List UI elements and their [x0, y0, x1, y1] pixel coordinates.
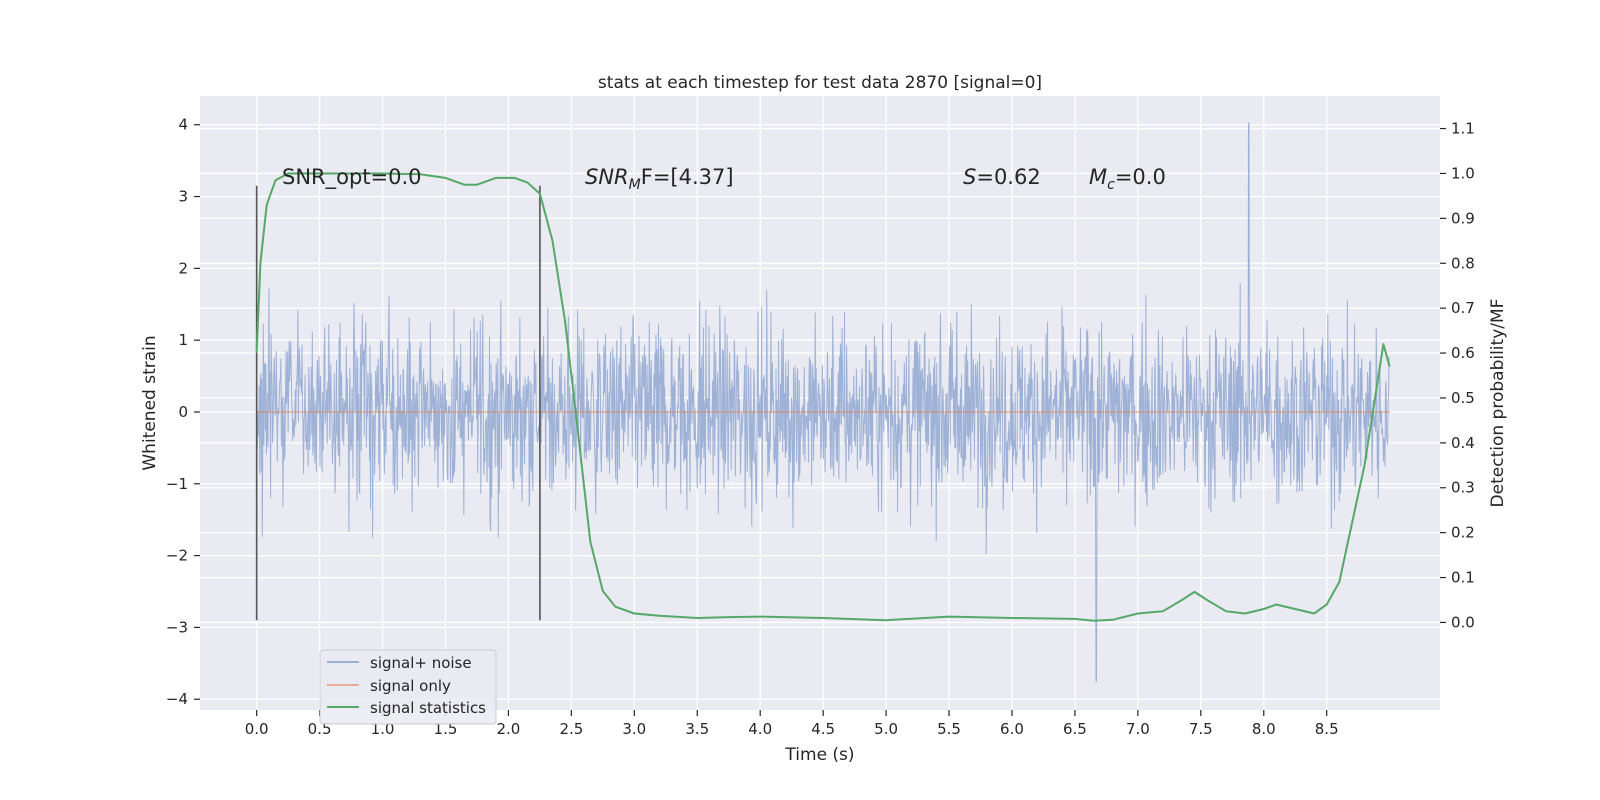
snr-mf-subscript: M [629, 177, 641, 193]
x-tick-label: 2.0 [496, 720, 520, 738]
y-tick-label: 0 [178, 403, 188, 421]
chart-title: stats at each timestep for test data 287… [598, 73, 1042, 93]
y2-tick-label: 0.3 [1451, 479, 1475, 497]
legend-label-signal-only: signal only [370, 677, 451, 695]
y2-tick-label: 0.8 [1451, 254, 1475, 272]
noise-series [256, 122, 1390, 682]
mc-annotation: Mc=0.0 [1089, 165, 1166, 193]
y-tick-label: −3 [166, 618, 188, 636]
y-tick-label: 4 [178, 116, 188, 134]
mc-value: =0.0 [1115, 165, 1166, 189]
y-tick-label: 1 [178, 331, 188, 349]
snr-mf-symbol: SNR [585, 165, 629, 189]
x-tick-label: 0.0 [245, 720, 269, 738]
snr-opt-annotation: SNR_opt=0.0 [282, 165, 422, 190]
y2-tick-label: 0.2 [1451, 524, 1475, 542]
legend: signal+ noise signal only signal statist… [319, 649, 497, 725]
x-tick-label: 8.0 [1252, 720, 1276, 738]
x-axis-label: Time (s) [784, 745, 854, 765]
s-annotation: S=0.62 [963, 165, 1041, 189]
y-tick-label: 2 [178, 259, 188, 277]
x-tick-label: 4.5 [811, 720, 835, 738]
mc-symbol: M [1089, 165, 1107, 189]
y2-tick-label: 1.1 [1451, 120, 1475, 138]
x-axis-ticks: 0.0 0.5 1.0 1.5 2.0 2.5 3.0 3.5 4.0 4.5 5.0 5.5 6.0 6… [245, 710, 1339, 738]
y2-axis-label: Detection probability/MF [1488, 299, 1508, 508]
s-value: =0.62 [976, 165, 1040, 189]
y2-tick-label: 0.6 [1451, 344, 1475, 362]
mc-subscript: c [1107, 177, 1115, 193]
x-tick-label: 2.5 [559, 720, 583, 738]
snr-mf-annotation: SNRMF=[4.37] [585, 165, 734, 193]
noise-line [256, 122, 1390, 682]
y-tick-label: −1 [166, 475, 188, 493]
y-tick-label: −2 [166, 547, 188, 565]
x-tick-label: 7.0 [1126, 720, 1150, 738]
legend-box [319, 649, 497, 725]
y-axis-ticks: −4 −3 −2 −1 0 1 2 3 4 [166, 116, 200, 708]
y2-tick-label: 0.4 [1451, 434, 1475, 452]
x-tick-label: 3.5 [685, 720, 709, 738]
y2-tick-label: 0.0 [1451, 613, 1475, 631]
y-tick-label: −4 [166, 690, 188, 708]
signal-statistics-series [255, 172, 1391, 622]
y2-tick-label: 0.5 [1451, 389, 1475, 407]
x-tick-label: 6.0 [1000, 720, 1024, 738]
legend-label-signal-statistics: signal statistics [370, 699, 486, 717]
y2-tick-label: 1.0 [1451, 164, 1475, 182]
y2-tick-label: 0.7 [1451, 299, 1475, 317]
snr-mf-value: F=[4.37] [641, 165, 734, 189]
y2-axis-ticks: 0.0 0.1 0.2 0.3 0.4 0.5 0.6 0.7 0.8 0.9 1.0 1.1 [1440, 120, 1475, 631]
x-tick-label: 6.5 [1063, 720, 1087, 738]
vertical-markers [255, 185, 541, 621]
y-axis-label: Whitened strain [140, 335, 160, 470]
x-tick-label: 5.5 [937, 720, 961, 738]
y-tick-label: 3 [178, 188, 188, 206]
x-tick-label: 7.5 [1189, 720, 1213, 738]
y2-tick-label: 0.9 [1451, 209, 1475, 227]
x-tick-label: 4.0 [748, 720, 772, 738]
x-tick-label: 8.5 [1315, 720, 1339, 738]
s-symbol: S [963, 165, 976, 189]
x-tick-label: 3.0 [622, 720, 646, 738]
signal-statistics-line [255, 172, 1391, 622]
x-tick-label: 5.0 [874, 720, 898, 738]
legend-label-noise: signal+ noise [370, 654, 472, 672]
y2-tick-label: 0.1 [1451, 569, 1475, 587]
